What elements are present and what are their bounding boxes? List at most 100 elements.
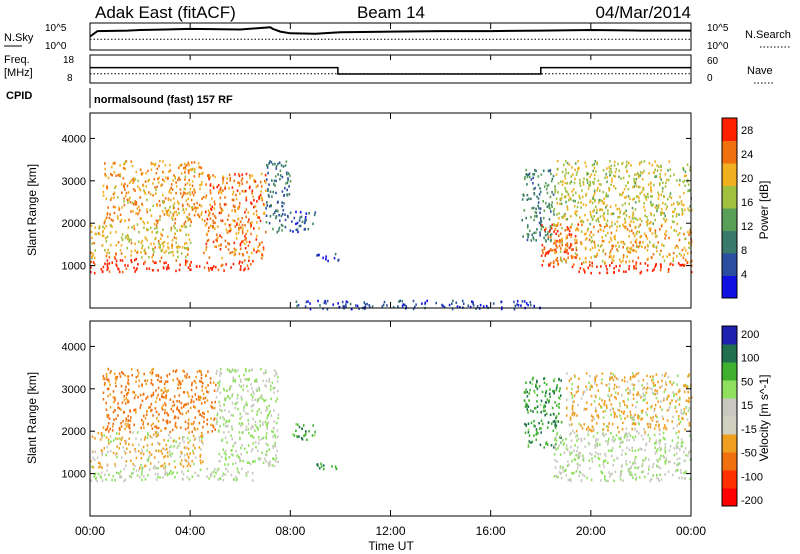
echo-cell-band-9 xyxy=(587,430,590,433)
echo-cell-band-12 xyxy=(554,189,557,192)
echo-cell-band-4 xyxy=(259,243,261,246)
echo-cell-band-11 xyxy=(590,231,592,234)
echo-cell-band-11 xyxy=(565,247,567,250)
echo-cell-band-5 xyxy=(277,200,279,204)
echo-cell-band-3 xyxy=(188,163,190,167)
echo-cell-band-8 xyxy=(669,445,672,448)
echo-cell-band-9 xyxy=(583,423,586,426)
echo-cell-band-12 xyxy=(559,197,561,201)
echo-cell-band-3 xyxy=(262,397,264,401)
echo-cell-band-11 xyxy=(652,253,655,256)
echo-cell-band-12 xyxy=(660,213,662,216)
echo-cell-band-6 xyxy=(535,433,537,436)
echo-cell-band-3 xyxy=(264,457,266,460)
echo-cell-band-5 xyxy=(320,465,323,468)
echo-cell-band-12 xyxy=(653,171,655,174)
echo-cell-band-11 xyxy=(651,256,653,259)
echo-cell-band-3 xyxy=(231,427,233,431)
echo-cell-band-11 xyxy=(662,255,664,259)
echo-cell-band-5 xyxy=(275,167,278,170)
echo-cell-band-2 xyxy=(143,414,145,418)
echo-cell-band-2 xyxy=(147,246,150,249)
echo-cell-band-7 xyxy=(620,473,623,476)
echo-cell-band-9 xyxy=(564,229,567,232)
echo-cell-band-4 xyxy=(298,425,301,429)
echo-cell-band-3 xyxy=(179,164,181,167)
echo-cell-band-3 xyxy=(147,169,149,173)
echo-cell-band-9 xyxy=(672,427,675,430)
echo-cell-band-2 xyxy=(112,396,115,399)
echo-cell-band-2 xyxy=(160,429,162,432)
echo-cell-band-12 xyxy=(667,178,670,182)
echo-cell-band-5 xyxy=(283,202,285,205)
colorbar-segment-6 xyxy=(722,380,737,399)
echo-cell-band-12 xyxy=(623,211,626,215)
echo-cell-band-3 xyxy=(268,448,271,451)
echo-cell-band-4 xyxy=(314,430,316,434)
echo-cell-band-6 xyxy=(527,410,529,413)
echo-cell-band-3 xyxy=(273,409,275,412)
echo-cell-band-2 xyxy=(145,413,148,417)
echo-cell-band-9 xyxy=(687,399,689,403)
velocity-colorbar-tick-4: -15 xyxy=(741,424,757,436)
echo-cell-band-11 xyxy=(570,235,572,239)
echo-cell-band-4 xyxy=(298,435,300,438)
echo-cell-band-3 xyxy=(104,172,106,176)
echo-cell-band-1 xyxy=(199,453,202,457)
echo-cell-band-9 xyxy=(571,423,573,426)
echo-cell-band-12 xyxy=(593,166,596,170)
echo-cell-band-12 xyxy=(580,206,582,209)
echo-cell-band-8 xyxy=(577,453,579,457)
echo-cell-band-1 xyxy=(140,457,143,460)
echo-cell-band-12 xyxy=(601,208,604,212)
echo-cell-band-12 xyxy=(565,218,568,221)
echo-cell-band-9 xyxy=(611,422,614,426)
echo-cell-band-8 xyxy=(673,462,676,465)
echo-cell-band-7 xyxy=(601,471,604,474)
echo-cell-band-12 xyxy=(594,191,596,195)
echo-cell-band-11 xyxy=(602,250,604,253)
echo-cell-band-12 xyxy=(589,182,592,186)
echo-cell-band-2 xyxy=(110,224,112,227)
echo-cell-band-3 xyxy=(269,388,272,391)
echo-cell-band-3 xyxy=(215,396,218,399)
echo-cell-band-9 xyxy=(575,429,578,433)
echo-cell-band-4 xyxy=(222,179,225,182)
echo-cell-band-10 xyxy=(600,265,602,268)
echo-cell-band-3 xyxy=(237,407,239,411)
echo-cell-band-2 xyxy=(106,378,108,381)
echo-cell-band-3 xyxy=(254,460,256,463)
echo-cell-band-4 xyxy=(209,189,212,192)
echo-cell-band-2 xyxy=(182,391,185,394)
echo-cell-band-3 xyxy=(167,198,170,202)
echo-cell-band-3 xyxy=(216,388,219,391)
echo-cell-band-6 xyxy=(313,213,316,217)
echo-cell-band-3 xyxy=(265,432,268,435)
echo-cell-band-11 xyxy=(600,228,602,232)
echo-cell-band-7 xyxy=(628,470,630,474)
echo-cell-band-9 xyxy=(617,378,619,381)
echo-cell-band-8 xyxy=(523,177,526,181)
echo-cell-band-3 xyxy=(139,196,142,199)
echo-cell-band-12 xyxy=(610,164,612,168)
echo-cell-band-12 xyxy=(666,178,668,182)
echo-cell-band-9 xyxy=(661,385,663,388)
echo-cell-band-2 xyxy=(163,251,166,254)
echo-cell-band-9 xyxy=(636,430,638,433)
echo-cell-band-3 xyxy=(254,398,256,401)
echo-cell-band-3 xyxy=(252,392,255,396)
echo-cell-band-3 xyxy=(269,462,271,465)
echo-cell-band-8 xyxy=(634,462,637,465)
echo-cell-band-9 xyxy=(688,373,690,376)
echo-cell-band-5 xyxy=(270,204,272,208)
echo-cell-band-12 xyxy=(563,163,565,167)
echo-cell-band-12 xyxy=(687,207,689,210)
nave-tick-low: 0 xyxy=(707,73,713,84)
power-colorbar-tick-12: 12 xyxy=(741,221,753,233)
echo-cell-band-3 xyxy=(219,391,222,395)
echo-cell-band-2 xyxy=(115,378,118,381)
echo-cell-band-12 xyxy=(664,173,667,176)
echo-cell-band-4 xyxy=(235,237,238,240)
echo-cell-band-4 xyxy=(308,430,310,433)
echo-cell-band-11 xyxy=(622,246,624,249)
